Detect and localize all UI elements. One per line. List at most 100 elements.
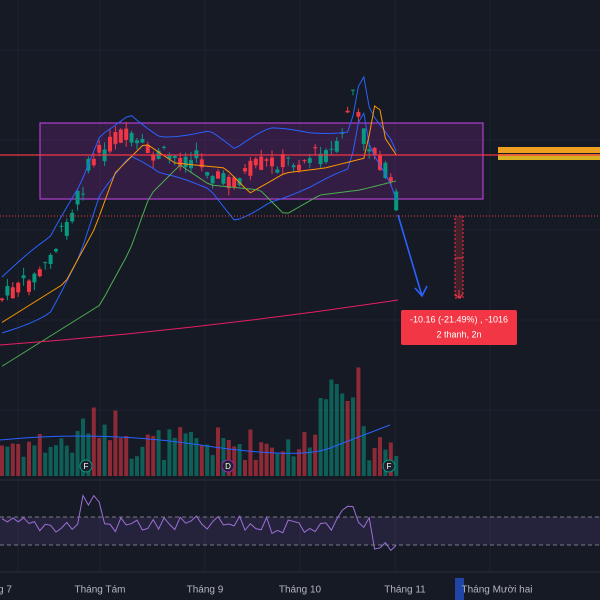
volume-bar (86, 433, 91, 476)
volume-bar (226, 440, 231, 476)
volume-average (0, 424, 391, 454)
volume-bar (356, 367, 361, 476)
candle-body (216, 171, 220, 179)
volume-bar (140, 446, 145, 476)
volume-bar (378, 437, 382, 476)
candle-body (108, 136, 112, 152)
candle-body (118, 129, 123, 143)
volume-bar (372, 448, 377, 476)
volume-bar (194, 438, 199, 476)
volume-bar (70, 452, 75, 476)
candle-body (232, 177, 237, 188)
candle-body (313, 147, 318, 149)
candle-body (394, 191, 399, 211)
rsi-pane (1, 494, 397, 552)
measure-change: -10.16 (-21.49%) , -1016 (410, 314, 508, 324)
candle-body (286, 157, 291, 159)
event-label: F (84, 462, 89, 471)
time-label: Tháng 11 (384, 585, 426, 596)
rsi-line (1, 494, 397, 552)
candle-body (162, 146, 166, 148)
candle-body (324, 150, 328, 163)
candle-body (205, 172, 210, 176)
volume-bar (388, 442, 393, 476)
candle-body (75, 191, 80, 205)
candle-body (0, 298, 4, 301)
volume-bar (172, 437, 177, 476)
volume-bar (313, 434, 318, 476)
volume-bar (361, 426, 366, 476)
volume-bar (199, 445, 204, 476)
volume-bar (10, 443, 15, 476)
event-marker[interactable] (79, 459, 93, 473)
volume-bar (307, 447, 312, 476)
volume-bar (210, 455, 215, 476)
volume-bar (334, 384, 339, 476)
volume-bar (243, 460, 247, 476)
volume-bar (345, 400, 350, 476)
time-label: Tháng 9 (187, 585, 224, 596)
candle-body (97, 144, 102, 153)
candle-body (145, 144, 150, 154)
candle-body (253, 158, 258, 166)
volume-bar (162, 459, 166, 476)
volume-bar (43, 452, 48, 476)
candle-body (383, 162, 388, 179)
candle-body (10, 287, 15, 299)
volume-bar (286, 439, 291, 476)
volume-bar (145, 434, 150, 476)
candle-body (43, 262, 48, 264)
candle-body (237, 178, 242, 186)
volume-bar (59, 438, 64, 476)
candle-body (48, 254, 53, 265)
candle-body (248, 160, 253, 176)
volume-bar (16, 443, 21, 476)
volume-bar (167, 429, 172, 476)
measure-span: 2 thanh, 2n (436, 329, 481, 339)
candle-body (297, 164, 301, 171)
candle-body (356, 111, 361, 117)
bollinger-lower (1, 111, 397, 334)
volume-bar (129, 458, 134, 476)
event-marker[interactable] (382, 459, 396, 473)
candle-body (32, 273, 37, 283)
volume-bar (183, 433, 188, 476)
candle-body (194, 150, 199, 159)
candle-body (334, 140, 339, 152)
candle-body (59, 225, 64, 227)
time-label: Tháng Mười hai (461, 585, 532, 596)
candle-body (178, 157, 183, 167)
candle-body (367, 149, 372, 152)
volume-bar (189, 431, 193, 476)
volume-bar (64, 445, 69, 476)
volume-bar (270, 447, 274, 476)
moving-average-200 (0, 299, 399, 346)
candle-body (124, 128, 129, 140)
candle-body (345, 110, 350, 113)
volume-bar (275, 453, 280, 476)
event-marker[interactable] (221, 459, 235, 473)
volume-bar (113, 410, 118, 476)
rsi-band (0, 517, 600, 545)
candle-body (307, 158, 312, 163)
time-axis: g 7 Tháng Tám Tháng 9 Tháng 10 Tháng 11 Tháng… (0, 585, 533, 596)
candle-body (54, 249, 58, 252)
zone-top (498, 147, 600, 153)
volume-bar (232, 446, 237, 476)
volume-bar (297, 449, 301, 476)
volume-bar (280, 451, 285, 476)
candle-body (302, 160, 307, 162)
candle-body (183, 156, 188, 168)
volume-bar (151, 435, 156, 476)
volume-bar (21, 456, 26, 476)
volume-bar (318, 397, 323, 476)
candle-body (221, 173, 226, 184)
candle-body (243, 168, 247, 172)
candle-body (361, 128, 366, 144)
volume-bar (221, 437, 226, 476)
candle-body (70, 212, 75, 222)
bollinger-upper (1, 75, 397, 278)
volume-bar (324, 399, 328, 476)
candle-body (16, 282, 21, 293)
